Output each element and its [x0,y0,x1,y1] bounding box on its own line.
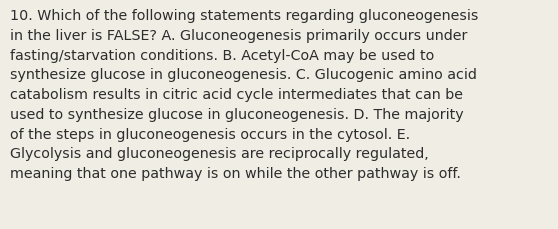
Text: 10. Which of the following statements regarding gluconeogenesis
in the liver is : 10. Which of the following statements re… [10,9,478,180]
